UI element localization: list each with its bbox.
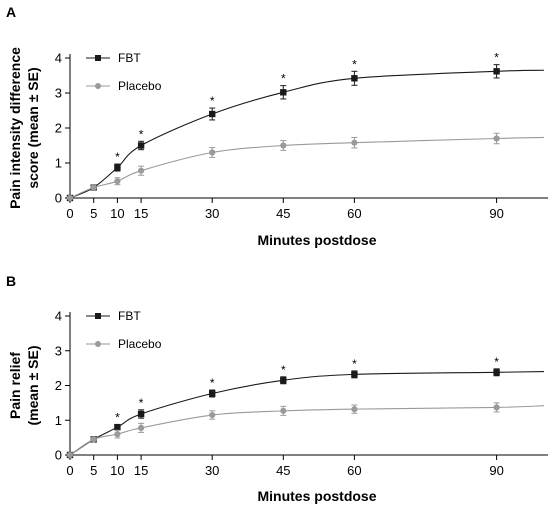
panel-b-series-fbt-line [69,371,545,456]
panel-a-x-tick-label: 90 [489,206,503,221]
panel-a-x-tick-label: 0 [66,206,73,221]
legend-marker [95,313,101,319]
panel-b: B 0 1 2 3 4 0 5 10 15 30 45 60 90 Minutes postdose Pai… [6,273,548,504]
panel-b-significance-star: * [115,410,120,424]
panel-b-series-fbt-point [280,377,287,384]
panel-a-significance-star: * [281,72,286,86]
legend-marker [95,341,101,347]
panel-b-series-placebo-point [209,411,216,419]
panel-b-series-placebo-point [493,404,500,411]
panel-b-series-fbt-point [137,410,145,418]
panel-a-series-placebo-point [138,167,145,174]
panel-b-x-tick-label: 10 [110,463,124,478]
panel-a-series-placebo-point [66,194,74,202]
panel-a-significance-star: * [352,57,357,71]
legend-marker [95,83,101,89]
panel-b-series-placebo-point [138,424,145,431]
panel-a-x-tick-label: 5 [90,206,97,221]
panel-b-series-placebo-point [114,431,121,438]
panel-a-x-tick-label: 45 [276,206,290,221]
panel-b-x-tick-label: 45 [276,463,290,478]
panel-b-legend-placebo: Placebo [86,337,162,351]
panel-b-series-placebo [66,402,545,459]
panel-b-significance-star: * [352,357,357,371]
panel-a-series-placebo-point [114,178,121,185]
panel-b-series-fbt [66,368,545,459]
panel-b-x-axis-label: Minutes postdose [257,488,376,504]
panel-a-series-fbt-point [137,142,145,149]
panel-b-significance-star: * [210,376,215,390]
panel-b-series-placebo-point [90,436,97,443]
panel-b-series-fbt-point [493,369,500,376]
panel-a-y-tick-label: 0 [55,191,62,206]
panel-a-series-placebo-point [351,139,358,146]
panel-a-series-placebo-point [90,184,97,191]
panel-a-y-tick-label: 2 [55,121,62,136]
panel-a-series-fbt-point [351,75,358,82]
panel-b-y-axis-label: (mean ± SE) [25,345,41,425]
panel-a-series-fbt-point [114,164,121,171]
panel-a-y-axis-label: Pain intensity difference [7,47,23,209]
panel-b-y-axis-label: Pain relief [7,352,23,419]
panel-b-significance-star: * [494,355,499,369]
panel-a: A 0 1 2 3 4 0 5 10 15 30 45 60 90 Minutes postdose Pai… [6,4,548,248]
panel-a-series-placebo-point [493,135,500,142]
panel-b-y-tick-label: 1 [55,413,62,428]
panel-a-series-placebo-line [69,136,545,199]
panel-a-x-tick-label: 60 [347,206,361,221]
panel-b-y-tick-label: 0 [55,448,62,463]
panel-b-series-placebo-point [351,406,358,413]
panel-a-x-tick-label: 10 [110,206,124,221]
panel-a-series-placebo [66,132,545,202]
panel-b-series-fbt-point [114,424,121,431]
panel-a-y-tick-label: 4 [55,51,62,66]
panel-a-legend-placebo: Placebo [86,79,162,93]
panel-b-series-placebo-line [69,405,545,456]
panel-a-series-fbt-line [69,69,545,199]
panel-a-label: A [6,4,16,20]
panel-a-series-fbt-point [280,89,287,96]
panel-a-x-tick-label: 30 [205,206,219,221]
legend-label: FBT [118,309,141,323]
panel-a-series-fbt-point [493,68,500,75]
panel-b-significance-star: * [139,396,144,410]
panel-a-x-tick-label: 15 [134,206,148,221]
legend-marker [95,55,101,61]
panel-b-series-fbt-point [209,390,216,397]
panel-b-y-tick-label: 2 [55,378,62,393]
panel-b-significance-star: * [281,363,286,377]
panel-b-x-tick-label: 90 [489,463,503,478]
legend-label: FBT [118,51,141,65]
panel-b-label: B [6,273,16,289]
panel-a-series-placebo-point [280,142,287,149]
panel-b-series-fbt-point [351,371,358,378]
panel-a-legend-fbt: FBT [86,51,141,65]
panel-a-series-placebo-point [209,149,216,156]
panel-b-x-tick-label: 5 [90,463,97,478]
panel-a-significance-star: * [115,150,120,164]
panel-a-significance-star: * [139,127,144,141]
panel-b-x-tick-label: 30 [205,463,219,478]
panel-b-series-placebo-point [66,451,74,459]
panel-b-legend-fbt: FBT [86,309,141,323]
panel-b-series-placebo-point [280,407,287,414]
panel-a-series-fbt [66,64,545,202]
panel-a-y-tick-label: 1 [55,156,62,171]
panel-b-x-tick-label: 15 [134,463,148,478]
panel-b-y-tick-label: 4 [55,309,62,324]
panel-a-y-tick-label: 3 [55,86,62,101]
panel-a-significance-star: * [494,51,499,65]
panel-a-y-axis-label: score (mean ± SE) [25,67,41,188]
panel-b-x-tick-label: 0 [66,463,73,478]
legend-label: Placebo [118,337,162,351]
panel-b-y-tick-label: 3 [55,343,62,358]
legend-label: Placebo [118,79,162,93]
panel-a-significance-star: * [210,94,215,108]
panel-b-x-tick-label: 60 [347,463,361,478]
panel-a-x-axis-label: Minutes postdose [257,232,376,248]
panel-a-series-fbt-point [209,110,216,118]
